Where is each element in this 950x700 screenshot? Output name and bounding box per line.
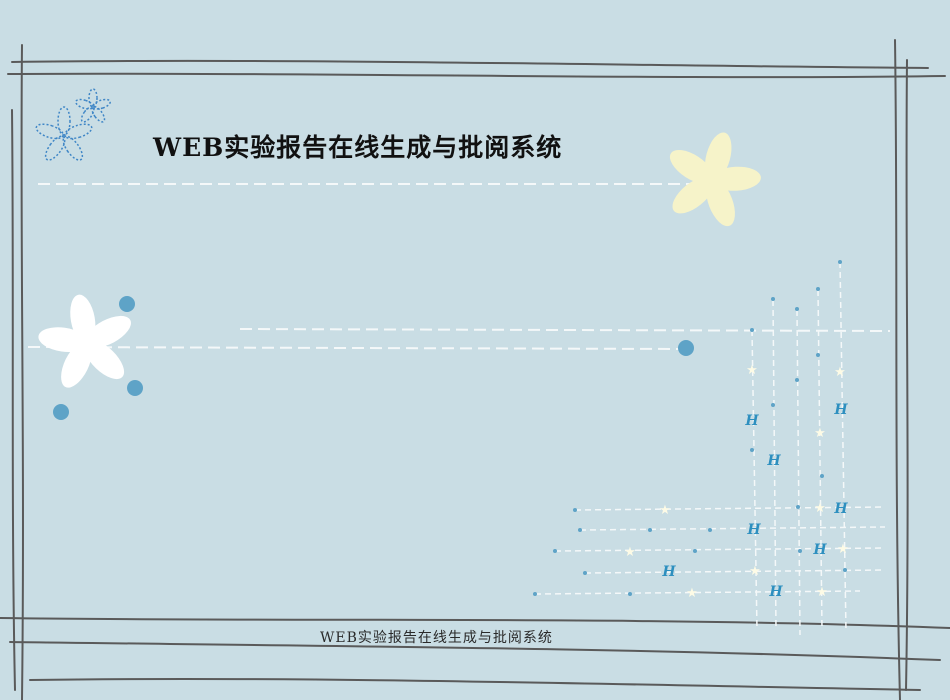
svg-text:★: ★: [686, 586, 698, 601]
blue-flower-icon: [35, 88, 111, 161]
white-flower-icon: [38, 294, 131, 388]
page-title: WEB实验报告在线生成与批阅系统: [153, 133, 563, 162]
svg-text:H: H: [744, 413, 759, 429]
svg-text:★: ★: [624, 545, 636, 560]
svg-text:★: ★: [834, 365, 846, 380]
svg-text:H: H: [766, 453, 781, 469]
dashed-lines: [27, 183, 891, 350]
svg-text:★: ★: [659, 503, 671, 518]
sparkle-grid: ★ ★ ★ ★ ★ ★ ★ ★ ★ ★ H H H H H H H H: [533, 260, 886, 636]
svg-text:H: H: [746, 522, 761, 538]
svg-text:★: ★: [746, 363, 758, 378]
svg-text:★: ★: [816, 585, 828, 600]
svg-text:H: H: [812, 542, 827, 558]
svg-text:H: H: [768, 584, 783, 600]
yellow-flower-icon: [669, 132, 761, 227]
sketch-frame: [0, 39, 950, 700]
svg-text:H: H: [661, 564, 676, 580]
svg-text:★: ★: [749, 564, 761, 579]
svg-text:H: H: [833, 402, 848, 418]
svg-text:H: H: [833, 501, 848, 517]
svg-text:★: ★: [837, 542, 849, 557]
blue-dots: [53, 296, 694, 420]
svg-text:★: ★: [814, 501, 826, 516]
svg-text:★: ★: [814, 426, 826, 441]
footer-text: WEB实验报告在线生成与批阅系统: [320, 630, 553, 646]
